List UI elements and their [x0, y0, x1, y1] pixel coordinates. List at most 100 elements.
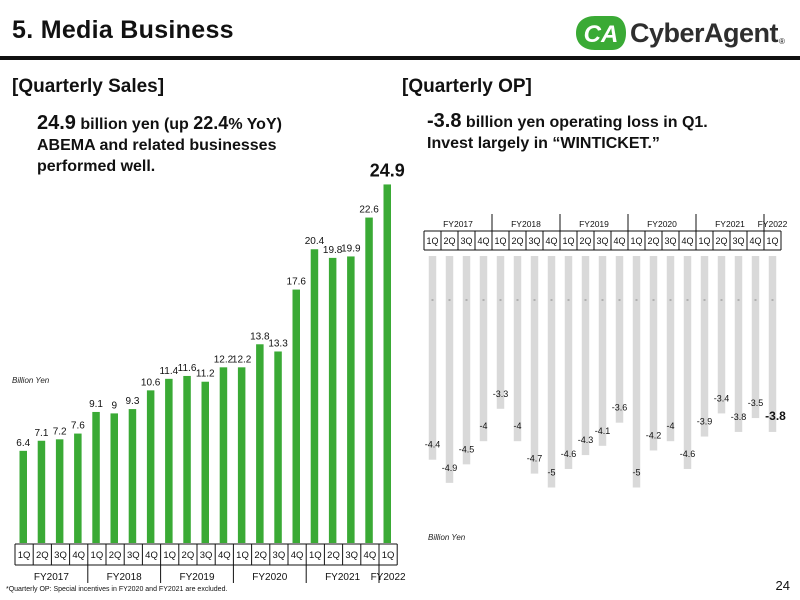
op-summary-text: billion yen operating loss in Q1. [461, 114, 708, 131]
sales-quarter-tick-label: 4Q [291, 550, 304, 561]
sales-data-label: 10.6 [141, 377, 161, 388]
op-bar [751, 256, 760, 419]
sales-y-axis-label: Billion Yen [12, 376, 50, 385]
op-quarter-tick-label: 2Q [647, 236, 659, 246]
sales-bar [74, 433, 82, 543]
title-divider [0, 56, 800, 60]
op-quarter-tick-label: 4Q [477, 236, 489, 246]
sales-quarter-tick-label: 2Q [327, 550, 340, 561]
op-data-label: -4.5 [459, 444, 475, 454]
op-quarter-tick-label: 1Q [426, 236, 438, 246]
sales-bar [37, 440, 46, 543]
op-data-label: -4.7 [527, 454, 543, 464]
sales-data-label: 13.8 [250, 331, 270, 342]
op-quarter-tick-label: 4Q [681, 236, 693, 246]
op-quarter-tick-label: 1Q [494, 236, 506, 246]
sales-summary-text: billion yen (up [75, 116, 194, 133]
op-data-label: -3.8 [731, 412, 747, 422]
op-quarter-tick-label: 4Q [545, 236, 557, 246]
sales-bar [292, 289, 300, 543]
op-quarter-tick-label: 1Q [766, 236, 778, 246]
sales-data-label: 7.6 [71, 421, 85, 432]
sales-quarter-tick-label: 1Q [236, 550, 249, 561]
op-bar [598, 256, 607, 446]
sales-quarter-tick-label: 1Q [382, 550, 395, 561]
sales-bar [128, 409, 137, 543]
op-data-label: -3.9 [697, 417, 713, 427]
op-bar [513, 256, 522, 442]
sales-quarter-tick-label: 2Q [109, 550, 122, 561]
sales-data-label: 12.2 [232, 354, 252, 365]
op-bar [615, 256, 624, 423]
logo-registered-mark: ® [779, 37, 785, 46]
op-data-label: -5 [547, 468, 555, 478]
op-fiscal-year-label: FY2020 [647, 219, 677, 229]
page-title: 5. Media Business [12, 16, 234, 44]
sales-data-label: 13.3 [268, 338, 288, 349]
op-data-label: -4.1 [595, 426, 611, 436]
op-fiscal-year-label: FY2017 [443, 219, 473, 229]
op-bar [496, 256, 505, 409]
sales-quarter-tick-label: 4Q [145, 550, 158, 561]
sales-data-label: 7.2 [53, 426, 67, 437]
op-bar [717, 256, 726, 414]
sales-data-label: 9.3 [125, 396, 139, 407]
sales-bar [183, 375, 191, 543]
op-section-title: [Quarterly OP] [402, 76, 532, 97]
op-quarter-tick-label: 3Q [596, 236, 608, 246]
sales-summary-pct: 22.4 [193, 113, 229, 133]
op-data-label: -4.2 [646, 430, 662, 440]
logo-mark-text: CA [584, 21, 619, 48]
op-bar [564, 256, 573, 469]
op-y-axis-label: Billion Yen [428, 533, 466, 542]
sales-data-label: 11.4 [159, 366, 178, 377]
op-data-label: -4.4 [425, 440, 441, 450]
op-data-label: -4 [666, 421, 674, 431]
sales-bar [110, 413, 118, 543]
op-fiscal-year-label: FY2021 [715, 219, 745, 229]
sales-data-label: 12.2 [214, 354, 234, 365]
op-fiscal-year-label: FY2018 [511, 219, 541, 229]
sales-section-title: [Quarterly Sales] [12, 76, 165, 97]
op-fiscal-year-label: FY2019 [579, 219, 609, 229]
sales-quarter-tick-label: 2Q [254, 550, 267, 561]
sales-summary: 24.9 billion yen (up 22.4% YoY) ABEMA an… [37, 113, 282, 177]
op-quarter-tick-label: 1Q [630, 236, 642, 246]
sales-bar [347, 256, 355, 543]
op-quarter-tick-label: 2Q [443, 236, 455, 246]
page-number: 24 [775, 578, 790, 593]
sales-data-label: 19.9 [341, 243, 361, 254]
sales-fiscal-year-label: FY2019 [179, 572, 214, 583]
sales-quarter-tick-label: 2Q [36, 550, 49, 561]
sales-quarter-tick-label: 3Q [273, 550, 286, 561]
op-quarter-tick-label: 3Q [732, 236, 744, 246]
sales-summary-value: 24.9 [37, 112, 76, 134]
op-summary-line-2: Invest largely in “WINTICKET.” [427, 135, 660, 152]
op-bar [700, 256, 709, 437]
op-summary: -3.8 billion yen operating loss in Q1. I… [427, 111, 708, 154]
op-bar [632, 256, 641, 488]
sales-summary-tail: % YoY) [228, 116, 282, 133]
logo-wordmark: CyberAgent [630, 17, 779, 48]
op-bar [479, 256, 488, 442]
sales-data-label: 24.9 [370, 160, 405, 180]
sales-summary-line-2: ABEMA and related businesses [37, 137, 277, 154]
op-quarter-tick-label: 2Q [511, 236, 523, 246]
sales-quarter-tick-label: 3Q [200, 550, 213, 561]
op-bar [734, 256, 743, 432]
op-quarter-tick-label: 4Q [613, 236, 625, 246]
op-bar [530, 256, 539, 474]
sales-summary-line-3: performed well. [37, 158, 156, 175]
op-bar [581, 256, 590, 456]
sales-data-label: 11.2 [196, 369, 215, 380]
sales-bar [274, 351, 282, 543]
sales-bar [92, 411, 100, 543]
op-bar [666, 256, 675, 442]
op-bar [462, 256, 471, 465]
sales-data-label: 20.4 [305, 236, 325, 247]
sales-bar [55, 439, 64, 543]
sales-bar [146, 390, 155, 543]
sales-bar [256, 344, 264, 543]
